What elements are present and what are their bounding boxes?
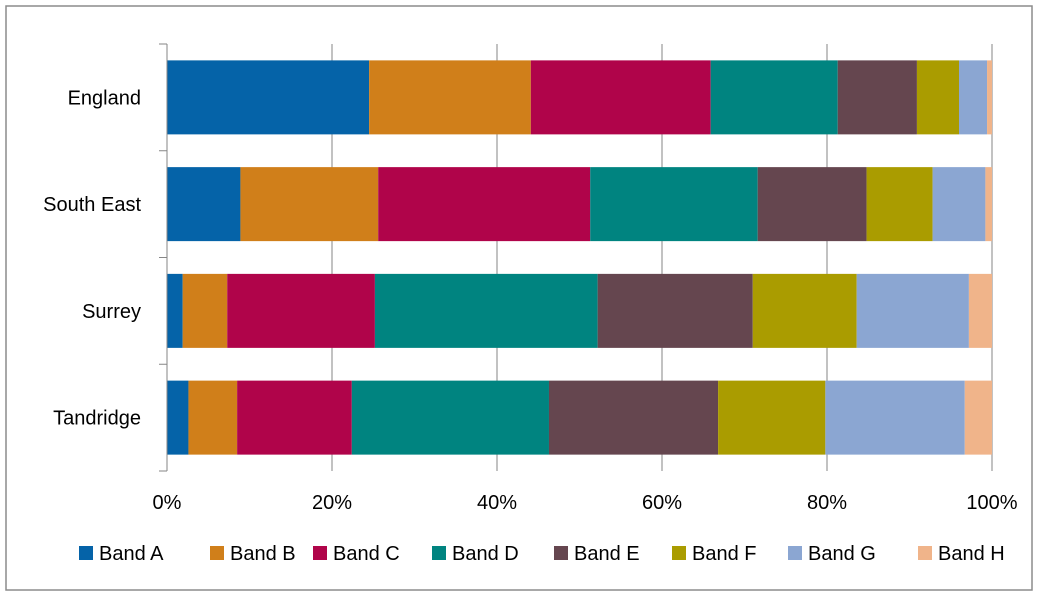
legend-label-band-a: Band A xyxy=(99,543,164,565)
bar-tandridge-band-c xyxy=(237,380,352,455)
legend-swatch-band-d xyxy=(432,546,446,560)
legend-label-band-g: Band G xyxy=(808,543,876,565)
legend-swatch-band-h xyxy=(918,546,932,560)
bar-south-east-band-b xyxy=(240,167,379,242)
bar-tandridge-band-e xyxy=(548,380,719,455)
bar-surrey-band-e xyxy=(597,273,753,348)
legend-label-band-e: Band E xyxy=(574,543,640,565)
legend: Band A Band B Band C Band D Band E Band F Band… xyxy=(79,543,1005,565)
bar-surrey-band-h xyxy=(968,273,992,348)
legend-swatch-band-c xyxy=(313,546,327,560)
category-labels: England South East Surrey Tandridge xyxy=(43,87,141,429)
bar-england-band-f xyxy=(916,60,959,135)
legend-swatch-band-g xyxy=(788,546,802,560)
category-label-tandridge: Tandridge xyxy=(53,408,141,430)
legend-swatch-band-b xyxy=(210,546,224,560)
bar-south-east-band-c xyxy=(378,167,591,242)
x-tick-label: 20% xyxy=(312,492,352,514)
bar-surrey-band-f xyxy=(752,273,857,348)
legend-label-band-h: Band H xyxy=(938,543,1005,565)
bar-tandridge-band-h xyxy=(964,380,992,455)
bar-tandridge-band-a xyxy=(167,380,189,455)
x-tick-label: 0% xyxy=(153,492,182,514)
legend-swatch-band-f xyxy=(672,546,686,560)
bar-tandridge-band-g xyxy=(825,380,965,455)
category-label-england: England xyxy=(68,87,141,109)
legend-swatch-band-e xyxy=(554,546,568,560)
bar-england-band-h xyxy=(987,60,992,135)
bar-england-band-g xyxy=(959,60,988,135)
x-tick-labels: 0% 20% 40% 60% 80% 100% xyxy=(153,492,1018,514)
x-tick-label: 100% xyxy=(966,492,1017,514)
bar-south-east-band-a xyxy=(167,167,241,242)
bar-surrey-band-c xyxy=(227,273,375,348)
x-tick-label: 60% xyxy=(642,492,682,514)
bar-england-band-c xyxy=(530,60,711,135)
bar-england-band-d xyxy=(710,60,838,135)
legend-label-band-c: Band C xyxy=(333,543,400,565)
bar-tandridge-band-b xyxy=(188,380,238,455)
bar-surrey-band-b xyxy=(182,273,228,348)
bar-south-east-band-h xyxy=(985,167,992,242)
bar-south-east-band-d xyxy=(590,167,758,242)
legend-label-band-d: Band D xyxy=(452,543,519,565)
x-tick-label: 80% xyxy=(807,492,847,514)
category-label-surrey: Surrey xyxy=(82,301,141,323)
bar-south-east-band-f xyxy=(866,167,933,242)
bar-surrey-band-g xyxy=(856,273,969,348)
bar-surrey-band-d xyxy=(374,273,598,348)
bar-south-east-band-e xyxy=(757,167,867,242)
bars xyxy=(167,60,992,455)
category-label-south-east: South East xyxy=(43,194,141,216)
bar-south-east-band-g xyxy=(932,167,986,242)
legend-swatch-band-a xyxy=(79,546,93,560)
bar-england-band-b xyxy=(369,60,531,135)
legend-label-band-b: Band B xyxy=(230,543,296,565)
x-tick-label: 40% xyxy=(477,492,517,514)
bar-tandridge-band-d xyxy=(351,380,549,455)
bar-england-band-a xyxy=(167,60,370,135)
bar-tandridge-band-f xyxy=(718,380,826,455)
axes xyxy=(159,43,168,472)
bar-england-band-e xyxy=(837,60,917,135)
legend-label-band-f: Band F xyxy=(692,543,756,565)
bar-surrey-band-a xyxy=(167,273,183,348)
